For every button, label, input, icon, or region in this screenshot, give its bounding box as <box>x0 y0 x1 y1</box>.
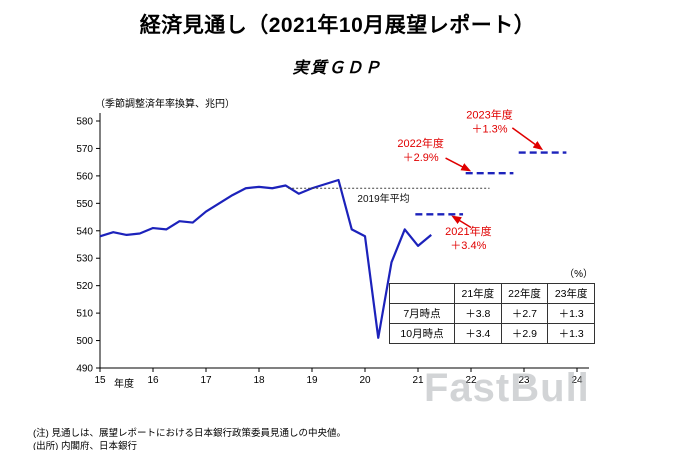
y-tick-label: 540 <box>76 226 93 237</box>
forecast-table: 21年度 22年度 23年度 7月時点 ＋3.8 ＋2.7 ＋1.3 10月時点… <box>389 283 595 344</box>
forecast-table-block: （%） 21年度 22年度 23年度 7月時点 ＋3.8 ＋2.7 ＋1.3 1… <box>389 265 597 344</box>
x-tick-label: 24 <box>571 375 583 386</box>
x-tick-label: 22 <box>465 375 477 386</box>
forecast-growth-label: ＋2.9% <box>403 152 439 164</box>
y-tick-label: 520 <box>76 281 93 292</box>
table-header-fy22: 22年度 <box>500 283 549 304</box>
table-row-july: 7月時点 ＋3.8 ＋2.7 ＋1.3 <box>389 303 595 324</box>
table-cell-oct-fy22: ＋2.9 <box>500 323 549 344</box>
table-cell-oct-fy23: ＋1.3 <box>547 323 595 344</box>
y-tick-label: 580 <box>76 117 93 128</box>
y-tick-label: 530 <box>76 254 93 265</box>
table-header-row: 21年度 22年度 23年度 <box>389 283 595 304</box>
table-cell-july-fy23: ＋1.3 <box>547 303 595 324</box>
gdp-actual-line <box>99 178 432 339</box>
table-header-fy21: 21年度 <box>454 283 502 304</box>
x-tick-label: 16 <box>147 375 159 386</box>
y-tick-label: 560 <box>76 171 93 182</box>
x-tick-label: 23 <box>518 375 530 386</box>
y-tick-label: 500 <box>76 336 93 347</box>
x-tick-label: 18 <box>253 375 265 386</box>
chart-subtitle: 実質ＧＤＰ <box>292 60 383 77</box>
x-tick-label: 15 <box>94 375 106 386</box>
source-line: (出所) 内閣府、日本銀行 <box>33 441 137 450</box>
y-tick-label: 510 <box>76 309 93 320</box>
table-cell-july-fy22: ＋2.7 <box>500 303 549 324</box>
table-cell-july-fy21: ＋3.8 <box>454 303 502 324</box>
table-row-october: 10月時点 ＋3.4 ＋2.9 ＋1.3 <box>389 323 595 344</box>
x-tick-label: 20 <box>359 375 371 386</box>
y-tick-label: 550 <box>76 199 93 210</box>
table-row-label-october: 10月時点 <box>389 323 455 344</box>
table-row-label-july: 7月時点 <box>389 303 455 324</box>
x-tick-label: 17 <box>200 375 212 386</box>
forecast-arrow <box>451 215 472 229</box>
forecast-year-label: 2023年度 <box>466 107 512 121</box>
table-cell-oct-fy21: ＋3.4 <box>454 323 502 344</box>
forecast-growth-label: ＋1.3% <box>472 123 508 135</box>
axis-unit-label: （季節調整済年率換算、兆円） <box>95 97 235 110</box>
x-tick-label: 21 <box>412 375 424 386</box>
y-tick-label: 490 <box>76 364 93 375</box>
forecast-arrow <box>511 127 544 151</box>
forecast-arrow <box>445 157 472 172</box>
forecast-year-label: 2021年度 <box>445 224 491 238</box>
forecast-growth-label: ＋3.4% <box>450 240 486 252</box>
y-tick-label: 570 <box>76 144 93 155</box>
x-axis-title: 年度 <box>114 377 134 390</box>
note-line: (注) 見通しは、展望レポートにおける日本銀行政策委員見通しの中央値。 <box>33 428 346 439</box>
page-title: 経済見通し（2021年10月展望レポート） <box>139 14 536 37</box>
table-corner-cell <box>389 283 455 304</box>
x-tick-label: 19 <box>306 375 318 386</box>
average-2019-label: 2019年平均 <box>357 192 409 205</box>
forecast-year-label: 2022年度 <box>397 136 443 150</box>
table-unit-label: （%） <box>564 269 593 280</box>
table-header-fy23: 23年度 <box>547 283 595 304</box>
